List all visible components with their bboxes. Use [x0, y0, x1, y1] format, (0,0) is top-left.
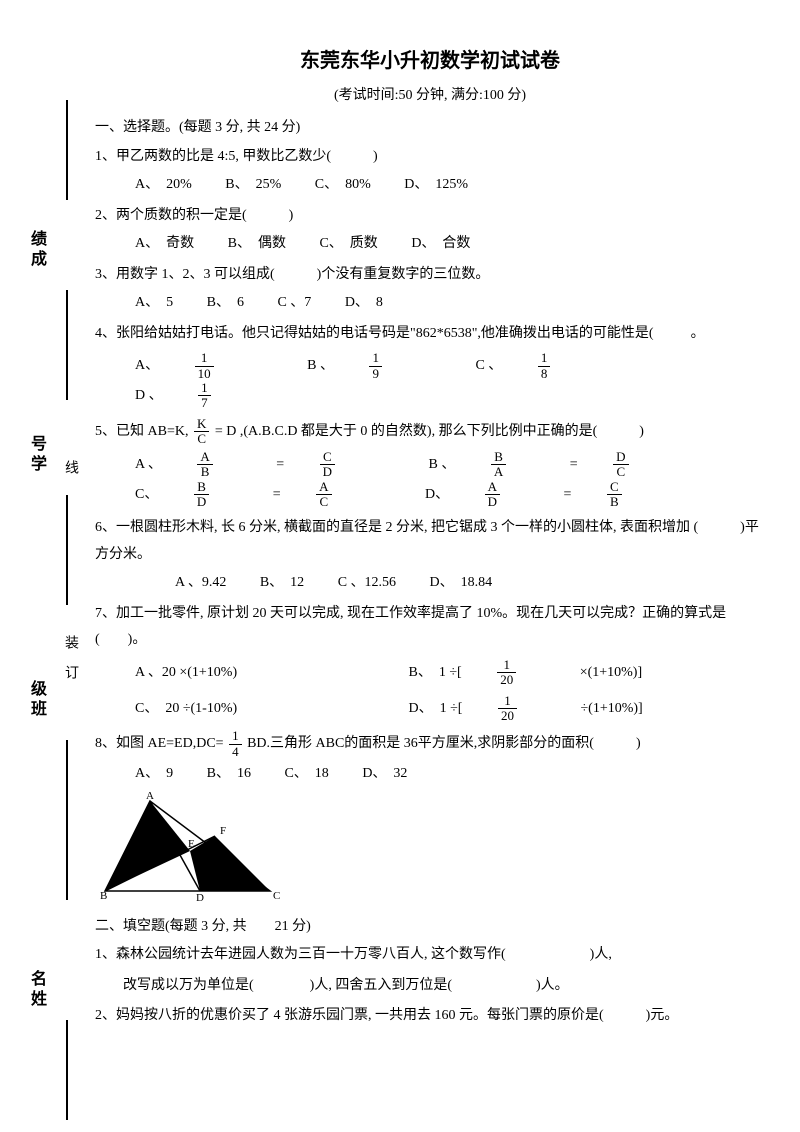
opt: C 、12.56	[338, 572, 396, 594]
opt: C、 80%	[315, 174, 371, 196]
opt: D、 AD = CB	[425, 480, 682, 510]
opt: D、 8	[345, 292, 383, 314]
opt: D 、 17	[135, 381, 271, 411]
q4-text: 4、张阳给姑姑打电话。他只记得姑姑的电话号码是"862*6538",他准确拨出电…	[95, 326, 654, 341]
vertex-c: C	[273, 890, 280, 901]
question-4-options: A、 110 B 、 19 C 、 18 D 、 17	[95, 351, 765, 410]
opt: A、 5	[135, 292, 173, 314]
margin-label-score: 绩成	[24, 230, 48, 270]
vertex-d: D	[196, 892, 204, 901]
fill-q2: 2、妈妈按八折的优惠价买了 4 张游乐园门票, 一共用去 160 元。每张门票的…	[95, 1003, 765, 1030]
question-2: 2、两个质数的积一定是( )	[95, 203, 765, 230]
question-3-options: A、 5 B、 6 C 、7 D、 8	[95, 292, 765, 314]
margin-label-class: 级班	[24, 680, 48, 720]
opt: D、 125%	[404, 174, 468, 196]
margin-note-staple: 订	[60, 665, 80, 679]
question-5: 5、已知 AB=K, KC = D ,(A.B.C.D 都是大于 0 的自然数)…	[95, 417, 765, 447]
margin-line	[66, 100, 68, 200]
margin-label-id: 号学	[24, 435, 48, 475]
opt: A 、9.42	[175, 572, 226, 594]
question-1: 1、甲乙两数的比是 4:5, 甲数比乙数少( )	[95, 144, 765, 171]
margin-label-name: 名姓	[24, 970, 48, 1010]
question-7: 7、加工一批零件, 原计划 20 天可以完成, 现在工作效率提高了 10%。现在…	[95, 601, 765, 654]
question-8-options: A、 9 B、 16 C、 18 D、 32	[95, 763, 765, 785]
opt: B、 25%	[225, 174, 281, 196]
opt: A、 110	[135, 351, 274, 381]
opt: B、 6	[207, 292, 244, 314]
opt: C、 20 ÷(1-10%)	[135, 698, 375, 720]
opt: A、 20%	[135, 174, 192, 196]
binding-margin: 绩成 线 号学 装 订 级班 名姓	[18, 100, 78, 1100]
opt: B 、 19	[307, 351, 442, 381]
opt: B、 12	[260, 572, 304, 594]
exam-subtitle: (考试时间:50 分钟, 满分:100 分)	[95, 85, 765, 107]
question-1-options: A、 20% B、 25% C、 80% D、 125%	[95, 174, 765, 196]
question-7-options-2: C、 20 ÷(1-10%) D、 1 ÷[ 120 ÷(1+10%)]	[95, 694, 765, 724]
opt: B、 偶数	[228, 233, 286, 255]
margin-line	[66, 495, 68, 605]
triangle-figure: A B C D E F	[95, 791, 765, 909]
opt: C 、 18	[475, 351, 610, 381]
opt: C、 18	[284, 763, 328, 785]
opt: A 、20 ×(1+10%)	[135, 662, 375, 684]
vertex-e: E	[188, 838, 195, 850]
opt: B、 16	[207, 763, 251, 785]
margin-note-bind: 装	[60, 635, 80, 649]
question-7-options: A 、20 ×(1+10%) B、 1 ÷[ 120 ×(1+10%)]	[95, 658, 765, 688]
opt: D、 1 ÷[ 120 ÷(1+10%)]	[409, 694, 673, 724]
opt: C、 BD = AC	[135, 480, 392, 510]
question-3: 3、用数字 1、2、3 可以组成( )个没有重复数字的三位数。	[95, 262, 765, 289]
q4-text-b: 。	[691, 326, 705, 341]
opt: C 、7	[277, 292, 311, 314]
fill-q1: 1、森林公园统计去年进园人数为三百一十万零八百人, 这个数写作( )人,	[95, 942, 765, 969]
question-4: 4、张阳给姑姑打电话。他只记得姑姑的电话号码是"862*6538",他准确拨出电…	[95, 321, 765, 348]
vertex-a: A	[146, 791, 154, 802]
question-2-options: A、 奇数 B、 偶数 C、 质数 D、 合数	[95, 233, 765, 255]
question-6-options: A 、9.42 B、 12 C 、12.56 D、 18.84	[95, 572, 765, 594]
opt: C、 质数	[319, 233, 377, 255]
section1-header: 一、选择题。(每题 3 分, 共 24 分)	[95, 117, 765, 139]
opt: A、 奇数	[135, 233, 194, 255]
opt: D、 18.84	[430, 572, 493, 594]
vertex-f: F	[220, 825, 226, 837]
opt: B 、 BA = DC	[429, 450, 689, 480]
margin-line	[66, 290, 68, 400]
opt: A 、 AB = CD	[135, 450, 395, 480]
exam-content: 东莞东华小升初数学初试试卷 (考试时间:50 分钟, 满分:100 分) 一、选…	[95, 45, 765, 1034]
section2-header: 二、填空题(每题 3 分, 共 21 分)	[95, 916, 765, 938]
opt: D、 32	[362, 763, 407, 785]
fill-q1b: 改写成以万为单位是( )人, 四舍五入到万位是( )人。	[95, 973, 765, 1000]
opt: D、 合数	[411, 233, 470, 255]
question-6: 6、一根圆柱形木料, 长 6 分米, 横截面的直径是 2 分米, 把它锯成 3 …	[95, 515, 765, 568]
margin-note-line: 线	[60, 460, 80, 474]
question-8: 8、如图 AE=ED,DC= 14 BD.三角形 ABC的面积是 36平方厘米,…	[95, 729, 765, 759]
margin-line	[66, 740, 68, 900]
question-5-options: A 、 AB = CD B 、 BA = DC C、 BD = AC D、 AD…	[95, 450, 765, 509]
opt: A、 9	[135, 763, 173, 785]
exam-title: 东莞东华小升初数学初试试卷	[95, 45, 765, 77]
opt: B、 1 ÷[ 120 ×(1+10%)]	[409, 658, 673, 688]
margin-line	[66, 1020, 68, 1120]
vertex-b: B	[100, 890, 107, 901]
